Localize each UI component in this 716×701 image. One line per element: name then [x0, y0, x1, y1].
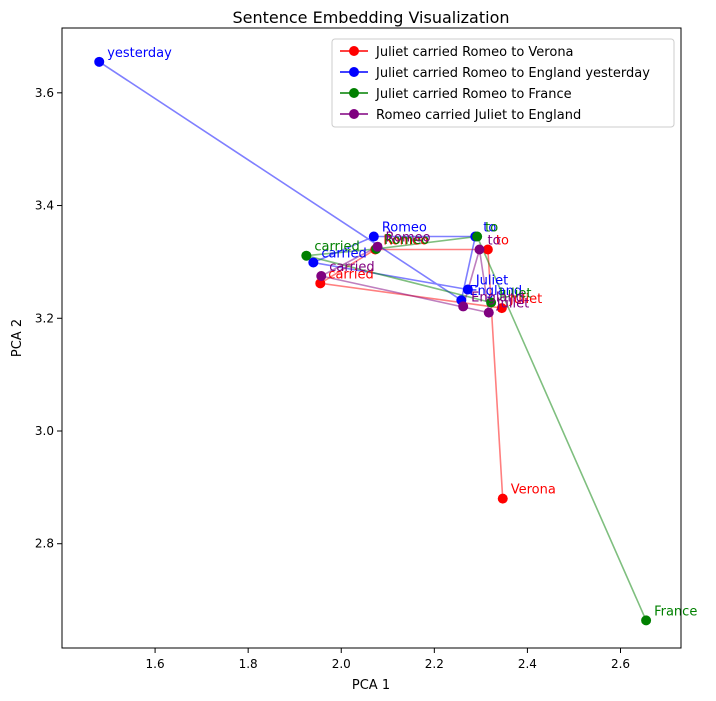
data-point: [497, 493, 508, 504]
point-label: Romeo: [386, 231, 431, 246]
y-tick-label: 3.4: [35, 199, 54, 213]
point-label: to: [485, 221, 498, 236]
point-label: to: [496, 234, 509, 249]
data-point: [316, 271, 327, 281]
data-point: [482, 244, 493, 255]
point-label: England: [471, 290, 524, 305]
x-tick-label: 2.4: [518, 657, 537, 671]
point-label: to: [483, 221, 496, 236]
x-tick-label: 2.6: [611, 657, 630, 671]
point-label: carried: [314, 240, 359, 255]
data-point: [483, 307, 494, 318]
data-point: [472, 231, 483, 242]
point-label: carried: [329, 260, 374, 275]
point-label: yesterday: [107, 46, 172, 61]
legend-marker: [349, 109, 359, 119]
y-tick-label: 3.0: [35, 424, 54, 438]
legend-marker: [349, 88, 359, 98]
x-axis-label: PCA 1: [352, 678, 390, 693]
x-tick-label: 1.6: [146, 657, 165, 671]
plot-frame: [61, 27, 682, 649]
data-point: [301, 250, 312, 261]
point-label: France: [654, 604, 697, 619]
point-label: Juliet: [498, 286, 531, 301]
point-label: Juliet: [496, 297, 529, 312]
point-label: Juliet: [509, 292, 542, 307]
point-label: Juliet: [475, 274, 508, 289]
y-axis-label: PCA 2: [10, 319, 25, 357]
data-point: [486, 297, 497, 308]
data-point: [94, 56, 105, 67]
legend-box: [331, 38, 675, 128]
plot-layer: Juliet carried Romeo to Verona Juliet carried R…: [94, 46, 697, 626]
data-point: [368, 231, 379, 242]
x-tick-label: 2.0: [332, 657, 351, 671]
legend: Juliet carried Romeo to Verona Juliet car…: [331, 38, 675, 128]
x-tick-label: 1.8: [239, 657, 258, 671]
data-point: [474, 244, 485, 255]
y-tick-label: 3.6: [35, 86, 54, 100]
point-label: to: [487, 234, 500, 249]
data-point: [308, 257, 319, 268]
data-point: [315, 278, 326, 289]
legend-label: Juliet carried Romeo to England yesterda…: [375, 66, 650, 81]
point-label: Romeo: [383, 234, 428, 249]
legend-marker: [349, 46, 359, 56]
legend-label: Romeo carried Juliet to England: [376, 108, 581, 123]
data-point: [372, 241, 383, 252]
point-label: carried: [328, 267, 373, 282]
axis-ticks: 1.6 1.8 2.0 2.2 2.4 2.6 2.8 3.0 3.2 3.4 3.6: [35, 86, 630, 671]
legend-label: Juliet carried Romeo to Verona: [375, 45, 574, 60]
point-label: Verona: [511, 483, 556, 498]
legend-marker: [349, 67, 359, 77]
point-label: Romeo: [382, 221, 427, 236]
y-tick-label: 3.2: [35, 311, 54, 325]
point-label: carried: [321, 246, 366, 261]
data-point: [462, 284, 473, 295]
data-point: [458, 301, 469, 312]
point-label: Romeo: [384, 233, 429, 248]
point-label: England: [469, 284, 522, 299]
chart-title: Sentence Embedding Visualization: [232, 8, 509, 27]
x-tick-label: 2.2: [425, 657, 444, 671]
y-tick-label: 2.8: [35, 537, 54, 551]
data-point: [641, 615, 652, 626]
legend-label: Juliet carried Romeo to France: [375, 87, 572, 102]
data-point: [496, 303, 507, 314]
